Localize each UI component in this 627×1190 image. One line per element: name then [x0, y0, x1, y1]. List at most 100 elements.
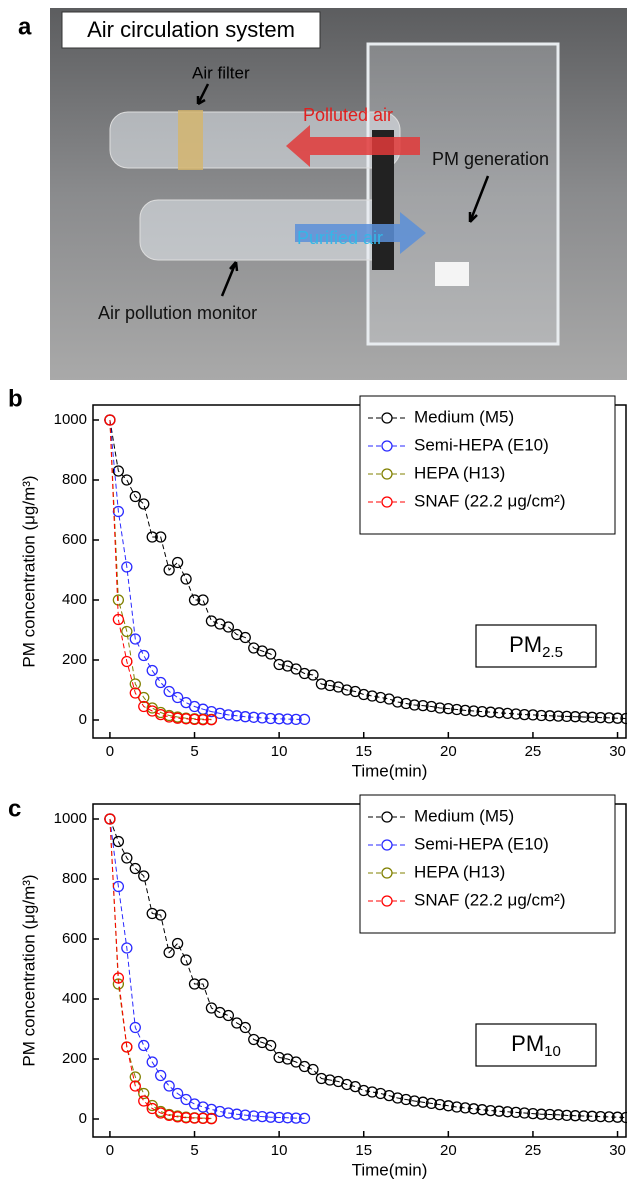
data-point: [265, 648, 277, 660]
data-point: [256, 1110, 268, 1123]
series-line: [109, 419, 212, 720]
data-point: [603, 1111, 615, 1123]
data-point: [400, 697, 412, 710]
data-point: [146, 531, 158, 543]
data-point: [129, 633, 141, 645]
legend-marker: [381, 867, 393, 879]
legend-label: SNAF (22.2 μg/cm²): [414, 890, 566, 909]
data-point: [231, 1108, 243, 1120]
data-point: [104, 813, 116, 825]
data-point: [434, 1098, 446, 1111]
data-point: [366, 1086, 378, 1098]
y-tick-label: 0: [79, 711, 87, 728]
data-point: [205, 714, 218, 726]
data-point: [129, 490, 141, 503]
x-tick-label: 20: [440, 743, 457, 760]
data-point: [239, 1109, 251, 1121]
data-point: [188, 1112, 201, 1124]
data-point: [298, 667, 311, 680]
data-point: [121, 474, 133, 486]
y-tick-label: 400: [62, 591, 87, 608]
data-point: [180, 1093, 192, 1106]
pm-box: [475, 1023, 597, 1067]
data-point: [375, 1087, 387, 1100]
data-point: [620, 1111, 627, 1124]
data-point: [180, 573, 192, 585]
data-point: [180, 954, 192, 966]
data-point: [171, 1087, 184, 1100]
data-point: [146, 1099, 158, 1112]
data-point: [121, 655, 133, 668]
pm-source: [435, 262, 469, 286]
data-point: [171, 937, 184, 950]
y-axis-label: PM concentration (μg/m³): [19, 874, 38, 1066]
data-point: [265, 712, 277, 725]
data-point: [290, 663, 302, 675]
annotation: Purified air: [297, 228, 383, 248]
data-point: [197, 978, 209, 990]
data-point: [129, 1080, 141, 1092]
panel-label: c: [8, 795, 21, 822]
data-point: [146, 702, 158, 714]
pm-label: PM10: [511, 1031, 561, 1060]
legend-label: Semi-HEPA (E10): [414, 834, 549, 853]
pm-main: PM: [511, 1031, 544, 1056]
pm-label: PM2.5: [509, 632, 563, 661]
data-point: [341, 1078, 353, 1091]
data-point: [146, 664, 158, 677]
data-point: [594, 711, 607, 724]
data-point: [451, 1101, 463, 1113]
data-point: [171, 712, 184, 724]
data-point: [163, 564, 175, 576]
data-point: [527, 1107, 539, 1120]
y-tick-label: 200: [62, 1050, 87, 1067]
legend-marker: [381, 412, 393, 424]
data-point: [535, 709, 548, 722]
series-line: [109, 419, 627, 719]
data-point: [222, 621, 235, 633]
data-point: [197, 1112, 209, 1125]
data-point: [552, 710, 564, 722]
data-point: [611, 1111, 624, 1123]
acrylic-box: [366, 42, 560, 346]
data-point: [231, 1017, 243, 1029]
data-point: [569, 1110, 581, 1122]
data-point: [442, 702, 454, 715]
data-point: [518, 1107, 531, 1119]
data-point: [146, 1056, 158, 1068]
data-point: [155, 909, 167, 921]
data-point: [155, 1069, 167, 1082]
data-point: [493, 707, 505, 719]
legend-marker: [381, 811, 393, 823]
data-point: [222, 709, 235, 721]
data-point: [188, 978, 201, 990]
data-point: [298, 1112, 311, 1125]
data-point: [578, 1110, 590, 1122]
data-point: [468, 705, 480, 717]
data-point: [163, 1109, 175, 1122]
data-point: [544, 1108, 556, 1121]
data-point: [620, 712, 627, 725]
data-point: [155, 531, 167, 543]
data-point: [112, 972, 125, 984]
data-point: [459, 1102, 471, 1114]
data-point: [104, 414, 116, 426]
data-point: [248, 1110, 260, 1122]
data-point: [171, 691, 184, 704]
annotation: Air pollution monitor: [98, 303, 257, 323]
data-point: [138, 1039, 150, 1052]
panel-label: b: [8, 385, 23, 412]
data-point: [425, 700, 438, 713]
legend-label: Semi-HEPA (E10): [414, 435, 549, 454]
data-point: [484, 706, 497, 718]
data-point: [129, 687, 141, 699]
data-point: [138, 1087, 150, 1100]
data-point: [586, 1110, 598, 1122]
data-point: [112, 613, 125, 626]
data-point: [358, 1084, 370, 1097]
data-point: [375, 691, 387, 704]
data-point: [468, 1103, 480, 1115]
data-point: [239, 1021, 251, 1034]
data-point: [442, 1100, 454, 1112]
data-point: [239, 631, 251, 644]
